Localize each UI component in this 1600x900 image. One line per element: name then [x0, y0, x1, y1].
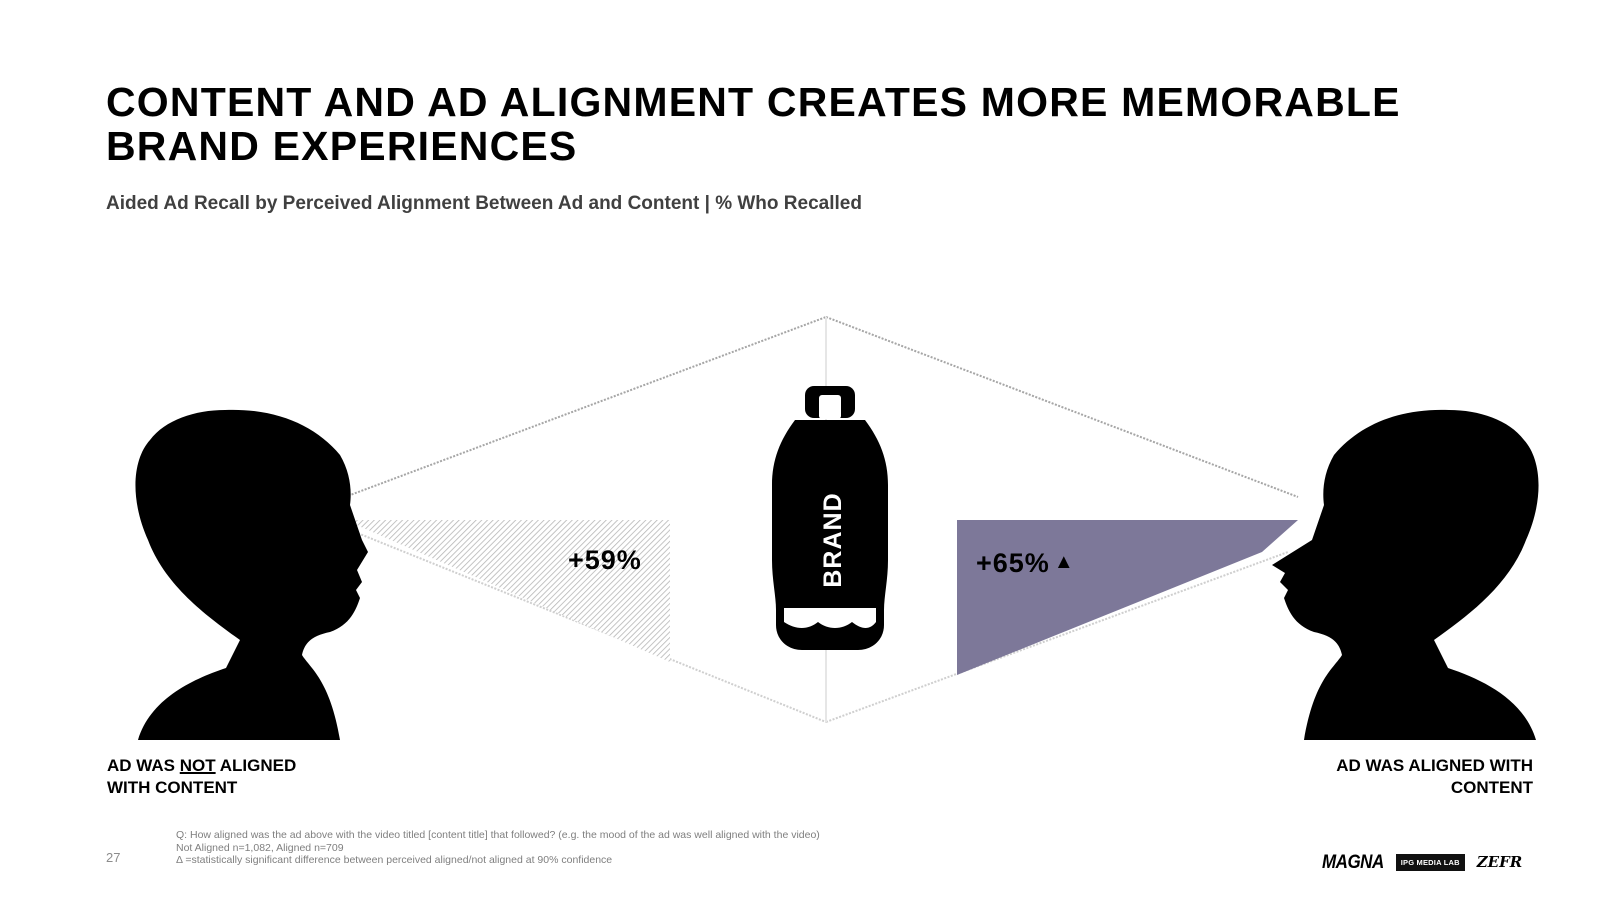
sight-line-right-bottom	[825, 551, 1289, 723]
bottle-label: BRAND	[819, 492, 847, 587]
ipg-media-lab-logo: IPG MEDIA LAB	[1395, 853, 1465, 871]
wedge-aligned	[957, 520, 1298, 675]
caption-not-aligned-line2: WITH CONTENT	[107, 778, 238, 797]
footnote-significance: Δ =statistically significant difference …	[176, 854, 613, 866]
sight-line-left-top	[344, 316, 827, 498]
value-not-aligned: +59%	[568, 545, 642, 575]
caption-not-aligned: AD WAS NOT ALIGNED WITH CONTENT	[107, 755, 296, 799]
page-number: 27	[106, 850, 121, 865]
caption-not-aligned-part1: AD WAS	[107, 756, 180, 775]
caption-aligned: AD WAS ALIGNED WITH CONTENT	[1336, 755, 1533, 799]
zefr-logo: ZEFR	[1476, 853, 1523, 871]
caption-aligned-line1: AD WAS ALIGNED WITH	[1336, 756, 1533, 775]
value-aligned: +65% ▲	[976, 548, 1075, 579]
chart-subtitle: Aided Ad Recall by Perceived Alignment B…	[106, 193, 862, 214]
magna-logo: MAGNA	[1322, 850, 1384, 873]
page-title: CONTENT AND AD ALIGNMENT CREATES MORE ME…	[106, 79, 1401, 169]
significance-marker-icon: ▲	[1053, 551, 1075, 573]
bottle-icon: BRAND	[772, 386, 888, 650]
partner-logos: MAGNA IPG MEDIA LAB ZEFR	[1322, 850, 1522, 874]
wedge-not-aligned	[345, 520, 670, 662]
footnote-question: Q: How aligned was the ad above with the…	[176, 829, 820, 841]
caption-not-aligned-part2: ALIGNED	[215, 756, 297, 775]
caption-aligned-line2: CONTENT	[1450, 778, 1533, 797]
person-left-icon	[135, 409, 368, 740]
person-right-icon	[1272, 409, 1539, 740]
footnotes: Q: How aligned was the ad above with the…	[176, 829, 820, 867]
sight-line-right-top	[825, 316, 1299, 498]
value-aligned-label: +65%	[976, 548, 1050, 578]
footnote-sample: Not Aligned n=1,082, Aligned n=709	[176, 841, 344, 854]
caption-not-aligned-emphasis: NOT	[179, 756, 216, 775]
